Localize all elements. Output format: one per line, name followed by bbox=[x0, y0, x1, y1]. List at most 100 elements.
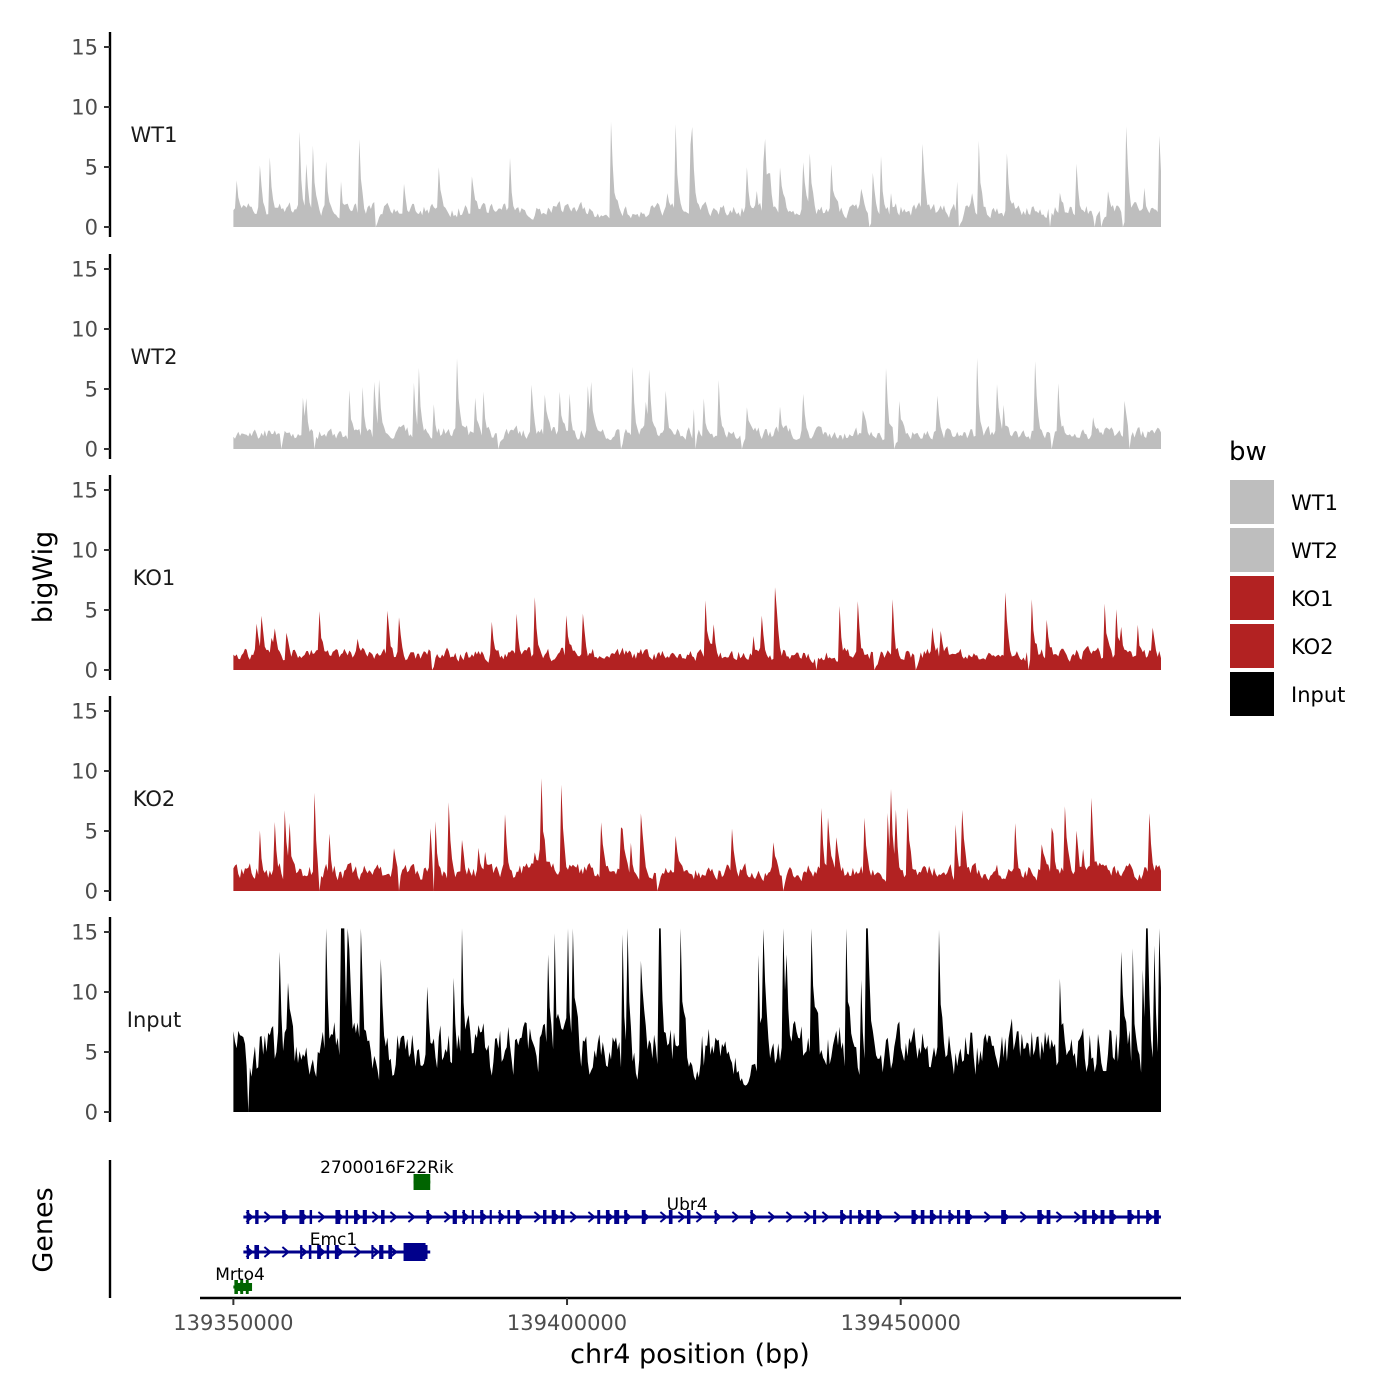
exon bbox=[668, 1210, 673, 1224]
exon bbox=[714, 1210, 717, 1224]
strand-arrow bbox=[695, 1211, 704, 1223]
track-ko1: 0 5 10 15 KO1 bbox=[71, 475, 1161, 683]
strand-arrow bbox=[245, 1246, 254, 1258]
strand-arrow bbox=[785, 1211, 794, 1223]
gene-block bbox=[235, 1283, 253, 1291]
strand-arrow bbox=[389, 1211, 398, 1223]
x-tick-label: 139450000 bbox=[841, 1311, 961, 1335]
strand-arrow bbox=[893, 1211, 902, 1223]
exon bbox=[299, 1210, 305, 1224]
strand-arrow bbox=[929, 1211, 938, 1223]
strand-arrow bbox=[1109, 1211, 1118, 1223]
strand-arrow bbox=[965, 1211, 974, 1223]
exon bbox=[489, 1210, 492, 1224]
track-label: Input bbox=[127, 1008, 181, 1032]
exon bbox=[255, 1210, 259, 1224]
y-tick-label: 15 bbox=[71, 36, 98, 60]
legend-label: Input bbox=[1291, 683, 1345, 707]
y-tick-label: 0 bbox=[85, 216, 98, 240]
strand-arrow bbox=[443, 1211, 452, 1223]
exon bbox=[362, 1210, 367, 1224]
exon bbox=[388, 1245, 393, 1259]
exon bbox=[1082, 1210, 1087, 1224]
exon bbox=[929, 1210, 934, 1224]
exon bbox=[858, 1210, 862, 1224]
track-label: WT2 bbox=[131, 345, 178, 369]
exon bbox=[1001, 1210, 1006, 1224]
strand-arrow bbox=[407, 1211, 416, 1223]
strand-arrow bbox=[533, 1211, 542, 1223]
y-tick-label: 0 bbox=[85, 1101, 98, 1125]
y-tick-label: 10 bbox=[71, 539, 98, 563]
track-input: 0 5 10 15 Input bbox=[71, 917, 1161, 1125]
y-axis-title: bigWig bbox=[28, 531, 59, 624]
exon bbox=[597, 1210, 601, 1224]
strand-arrow bbox=[1127, 1211, 1136, 1223]
strand-arrow bbox=[1001, 1211, 1010, 1223]
exon bbox=[424, 1245, 428, 1259]
strand-arrow bbox=[713, 1211, 722, 1223]
y-tick-label: 5 bbox=[85, 1041, 98, 1065]
exon bbox=[381, 1210, 385, 1224]
strand-arrow bbox=[299, 1211, 308, 1223]
exon bbox=[614, 1210, 620, 1224]
y-tick-label: 10 bbox=[71, 981, 98, 1005]
signal-area-wt2 bbox=[233, 358, 1161, 449]
gene-2700016f22rik: 2700016F22Rik bbox=[320, 1158, 454, 1190]
track-wt1: 0 5 10 15 WT1 bbox=[71, 32, 1161, 240]
signal-area-ko2 bbox=[233, 778, 1161, 891]
legend-swatch-input bbox=[1230, 672, 1274, 716]
y-tick-label: 0 bbox=[85, 659, 98, 683]
strand-arrow bbox=[659, 1211, 668, 1223]
exon bbox=[334, 1245, 339, 1259]
y-tick-label: 0 bbox=[85, 880, 98, 904]
strand-arrow bbox=[353, 1246, 362, 1258]
strand-arrow bbox=[623, 1211, 632, 1223]
exon bbox=[1109, 1210, 1114, 1224]
exon bbox=[345, 1210, 349, 1224]
strand-arrow bbox=[857, 1211, 866, 1223]
strand-arrow bbox=[425, 1211, 434, 1223]
exon bbox=[543, 1210, 547, 1224]
strand-arrow bbox=[371, 1246, 380, 1258]
strand-arrow bbox=[263, 1211, 272, 1223]
exon bbox=[515, 1210, 520, 1224]
y-tick-label: 5 bbox=[85, 820, 98, 844]
exon bbox=[354, 1210, 358, 1224]
x-axis: 139350000 139400000 139450000 bbox=[173, 1296, 1181, 1335]
exon bbox=[282, 1210, 286, 1224]
exon bbox=[1100, 1210, 1105, 1224]
exon bbox=[849, 1210, 852, 1224]
y-tick-label: 15 bbox=[71, 479, 98, 503]
strand-arrow bbox=[569, 1211, 578, 1223]
exon bbox=[813, 1210, 817, 1224]
y-tick-label: 10 bbox=[71, 760, 98, 784]
exon bbox=[462, 1210, 466, 1224]
exon bbox=[246, 1245, 250, 1259]
signal-area-input bbox=[233, 928, 1161, 1112]
exon bbox=[750, 1210, 753, 1224]
y-tick-label: 15 bbox=[71, 258, 98, 282]
exon bbox=[551, 1210, 556, 1224]
exon bbox=[498, 1210, 501, 1224]
x-tick-label: 139350000 bbox=[173, 1311, 293, 1335]
exon bbox=[452, 1210, 457, 1224]
strand-arrow bbox=[317, 1246, 326, 1258]
exon bbox=[875, 1210, 880, 1224]
legend-swatch-ko1 bbox=[1230, 576, 1274, 620]
exon bbox=[507, 1210, 511, 1224]
legend-swatch-ko2 bbox=[1230, 624, 1274, 668]
strand-arrow bbox=[641, 1211, 650, 1223]
strand-arrow bbox=[767, 1211, 776, 1223]
strand-arrow bbox=[281, 1211, 290, 1223]
strand-arrow bbox=[335, 1211, 344, 1223]
exon bbox=[840, 1210, 844, 1224]
exon bbox=[624, 1210, 628, 1224]
y-tick-label: 5 bbox=[85, 156, 98, 180]
x-tick-label: 139400000 bbox=[507, 1311, 627, 1335]
strand-arrow bbox=[389, 1246, 398, 1258]
exon bbox=[686, 1210, 691, 1224]
exon bbox=[1154, 1210, 1159, 1224]
genes-layer: 2700016F22Rik Ubr4 Emc1 Mrto4 bbox=[108, 1158, 1161, 1298]
